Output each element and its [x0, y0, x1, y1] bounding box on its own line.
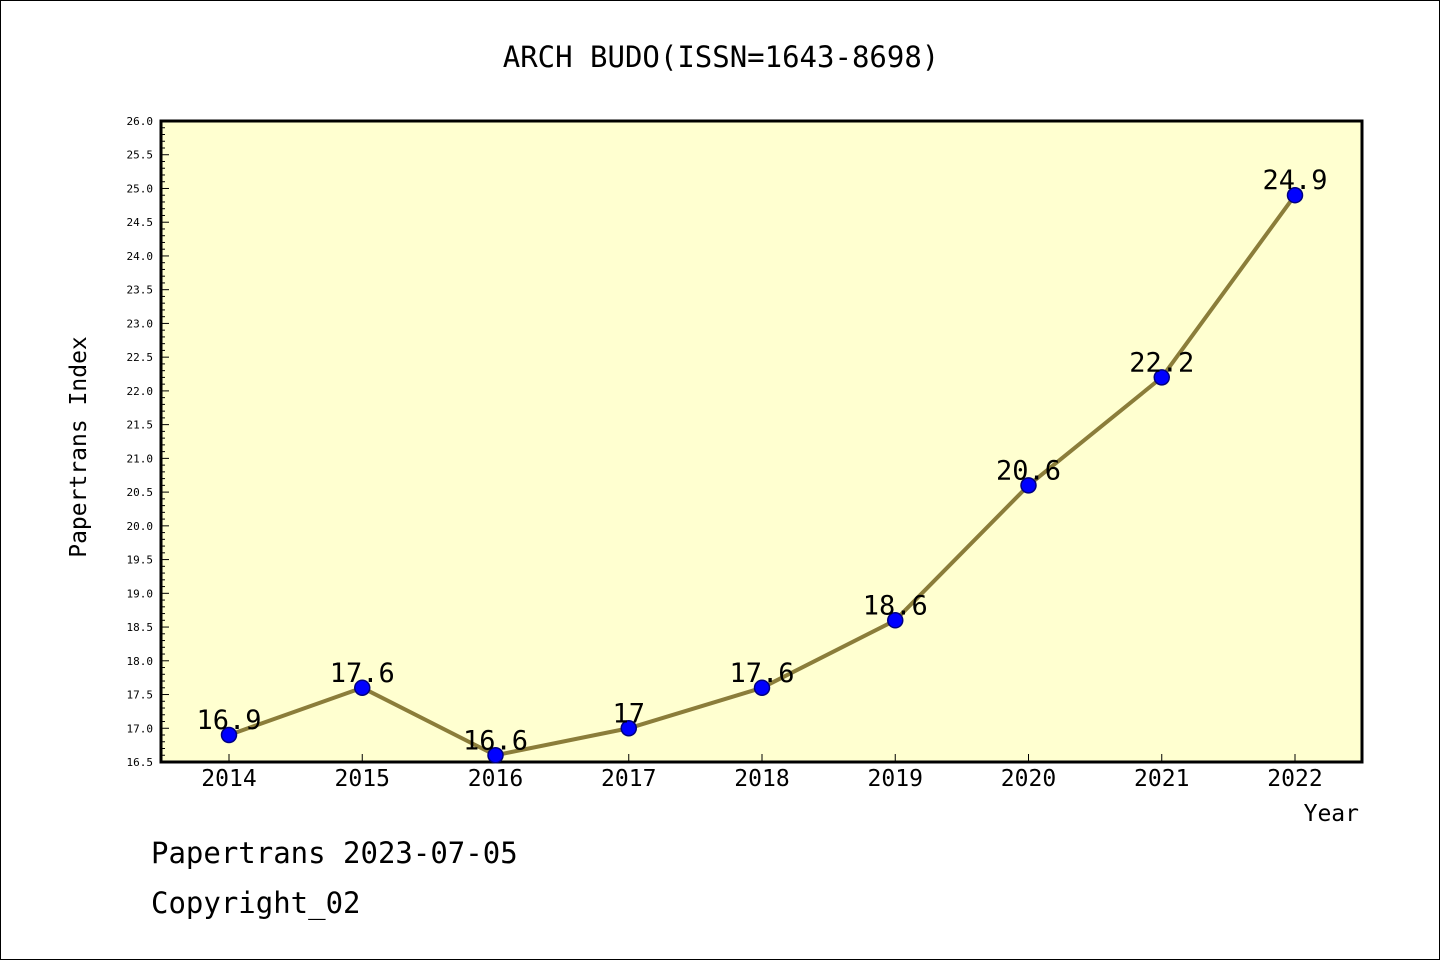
y-tick-label: 17.0 — [127, 722, 154, 735]
y-tick-label: 26.0 — [127, 115, 154, 128]
y-tick-label: 22.0 — [127, 385, 154, 398]
y-tick-label: 23.0 — [127, 317, 154, 330]
data-point — [487, 747, 504, 764]
y-axis: 16.5 17.0 17.5 18.0 18.5 19.0 19.5 20.0 20.5 21.0… — [127, 115, 169, 769]
data-point — [887, 612, 904, 629]
data-label: 18.6 — [863, 590, 928, 621]
data-point — [753, 679, 771, 697]
y-tick-label: 19.0 — [127, 587, 154, 600]
data-label: 16.9 — [196, 705, 261, 736]
footer-copyright: Copyright_02 — [151, 886, 361, 920]
x-tick-label: 2015 — [335, 766, 390, 792]
data-label: 17 — [612, 698, 645, 729]
data-point — [1020, 477, 1037, 494]
plot-area — [159, 119, 1364, 764]
x-tick-label: 2019 — [868, 766, 923, 792]
x-tick-label: 2020 — [1001, 766, 1056, 792]
x-tick-label: 2018 — [734, 766, 789, 792]
x-tick-label: 2016 — [468, 766, 523, 792]
data-point — [354, 679, 371, 697]
y-tick-label: 25.5 — [127, 149, 154, 162]
y-tick-label: 23.5 — [127, 284, 154, 297]
data-label: 16.6 — [463, 725, 528, 756]
y-tick-label: 22.5 — [127, 351, 154, 364]
y-tick-label: 24.5 — [127, 216, 154, 229]
y-tick-label: 25.0 — [127, 182, 154, 195]
x-tick-label: 2014 — [201, 766, 256, 792]
data-label: 24.9 — [1262, 165, 1327, 196]
chart-title: ARCH BUDO(ISSN=1643-8698) — [503, 40, 940, 74]
x-tick-label: 2021 — [1134, 766, 1189, 792]
y-tick-label: 21.0 — [127, 452, 154, 465]
y-tick-label: 24.0 — [127, 250, 154, 263]
x-axis: 2014 2015 2016 2017 2018 2019 2020 2021 2022 — [201, 754, 1323, 792]
data-label: 22.2 — [1129, 347, 1194, 378]
data-point — [620, 720, 637, 737]
series-line-group: 16.9 17.6 16.6 17 17.6 18.6 20.6 22.2 24.9 — [196, 165, 1328, 764]
x-tick-label: 2022 — [1267, 766, 1322, 792]
data-point — [1286, 186, 1304, 204]
y-axis-label: Papertrans Index — [66, 336, 92, 558]
footer-date: Papertrans 2023-07-05 — [151, 836, 518, 870]
data-label: 17.6 — [330, 658, 395, 689]
y-tick-label: 20.0 — [127, 520, 154, 533]
x-tick-label: 2017 — [601, 766, 656, 792]
y-tick-label: 19.5 — [127, 554, 154, 567]
y-tick-label: 21.5 — [127, 419, 154, 432]
y-tick-label: 18.0 — [127, 655, 154, 668]
data-label: 17.6 — [729, 658, 794, 689]
data-label: 20.6 — [996, 455, 1061, 486]
y-tick-label: 17.5 — [127, 689, 154, 702]
x-axis-label: Year — [1304, 801, 1359, 827]
data-point — [220, 726, 238, 744]
y-tick-label: 16.5 — [127, 756, 154, 769]
y-tick-label: 20.5 — [127, 486, 154, 499]
y-tick-label: 18.5 — [127, 621, 154, 634]
data-point — [1153, 369, 1170, 386]
